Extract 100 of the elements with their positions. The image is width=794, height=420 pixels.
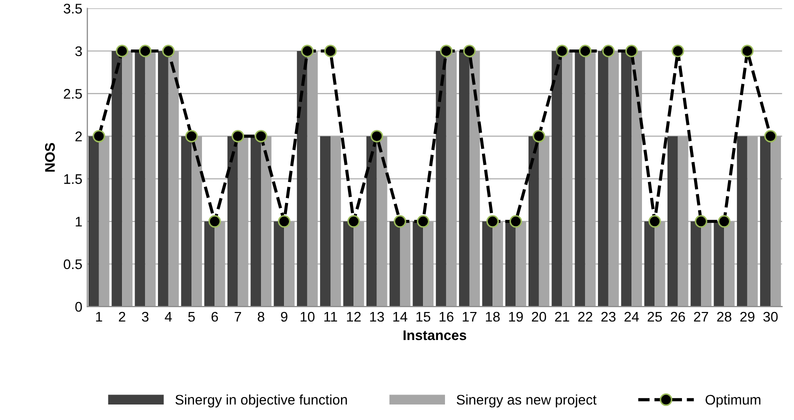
- bar: [274, 221, 284, 307]
- point: [138, 44, 152, 58]
- y-tick-label: 2: [75, 132, 82, 142]
- x-tick-label: 21: [555, 312, 570, 322]
- point: [764, 130, 777, 142]
- point: [648, 215, 661, 228]
- x-tick-label: 17: [462, 312, 476, 322]
- point: [694, 215, 708, 228]
- bar: [343, 221, 354, 307]
- x-tick-label: 13: [370, 312, 384, 322]
- x-tick-label: 12: [346, 312, 361, 322]
- point: [162, 44, 175, 58]
- x-tick-label: 18: [486, 312, 500, 322]
- bar: [436, 51, 446, 307]
- x-tick-label: 9: [280, 312, 288, 322]
- bar: [412, 221, 424, 307]
- x-tick-label: 4: [164, 312, 172, 322]
- point: [254, 130, 268, 142]
- y-tick-label: 3.5: [64, 4, 82, 14]
- bar: [296, 51, 308, 307]
- point: [185, 130, 198, 142]
- x-tick-label: 28: [717, 312, 732, 322]
- x-tick-label: 6: [212, 312, 218, 322]
- point: [578, 44, 592, 58]
- x-tick-label: 30: [763, 312, 778, 322]
- bar: [227, 136, 238, 307]
- bar: [760, 136, 771, 307]
- bar: [181, 136, 192, 307]
- x-tick-label: 29: [740, 312, 754, 322]
- bar: [459, 51, 470, 307]
- point: [92, 130, 106, 142]
- x-tick-label: 8: [258, 312, 264, 322]
- bar: [598, 51, 608, 307]
- bar: [574, 51, 586, 307]
- x-tick-label: 27: [694, 312, 708, 322]
- point: [602, 44, 615, 58]
- bar: [390, 221, 400, 307]
- bar: [112, 51, 122, 307]
- point: [370, 130, 384, 142]
- bar: [204, 221, 215, 307]
- point: [394, 215, 406, 228]
- x-tick-label: 20: [532, 312, 546, 322]
- point: [532, 130, 546, 142]
- bar: [644, 221, 655, 307]
- bar: [621, 51, 632, 307]
- point: [556, 44, 568, 58]
- legend-label: Sinergy in objective function: [175, 394, 347, 408]
- point: [463, 44, 476, 58]
- point: [440, 44, 453, 58]
- bar: [736, 136, 748, 307]
- x-tick-label: 7: [234, 312, 242, 322]
- x-tick-label: 24: [624, 312, 639, 322]
- point: [672, 44, 684, 58]
- bar: [552, 51, 562, 307]
- x-tick-label: 22: [578, 312, 592, 322]
- point: [416, 215, 430, 228]
- x-tick-label: 25: [648, 312, 662, 322]
- x-tick-label: 15: [416, 312, 430, 322]
- x-tick-label: 14: [393, 312, 408, 322]
- legend-label: Sinergy as new project: [456, 394, 596, 408]
- bar: [714, 221, 724, 307]
- point: [208, 215, 221, 228]
- legend-label: Optimum: [706, 394, 760, 408]
- bar: [505, 221, 516, 307]
- point: [486, 215, 499, 228]
- x-tick-label: 10: [300, 312, 315, 322]
- point: [718, 215, 730, 228]
- x-tick-label: 1: [96, 312, 102, 322]
- point: [324, 44, 337, 58]
- bar: [88, 136, 99, 307]
- bar: [482, 221, 493, 307]
- point: [232, 130, 244, 142]
- point: [278, 215, 290, 228]
- x-tick-label: 16: [440, 312, 454, 322]
- x-tick-label: 11: [324, 312, 338, 322]
- x-tick-label: 23: [601, 312, 616, 322]
- y-tick-label: 2.5: [64, 88, 82, 99]
- x-tick-label: 2: [118, 312, 126, 322]
- point: [741, 44, 754, 58]
- point: [510, 215, 522, 228]
- bar: [250, 136, 262, 307]
- point: [625, 44, 638, 58]
- x-axis-title: Instances: [404, 330, 466, 340]
- y-tick-label: 1: [76, 216, 82, 226]
- x-tick-label: 19: [509, 312, 523, 322]
- point: [116, 44, 128, 58]
- point: [347, 215, 360, 228]
- x-tick-label: 5: [188, 312, 195, 322]
- point: [301, 44, 314, 58]
- bar: [134, 51, 146, 307]
- y-tick-label: 0.5: [64, 259, 82, 270]
- y-tick-label: 3: [75, 46, 82, 56]
- bar: [158, 51, 168, 307]
- y-tick-label: 0: [75, 302, 82, 312]
- bar: [528, 136, 539, 307]
- y-axis-title: NOS: [45, 142, 55, 172]
- y-tick-label: 1.5: [64, 174, 82, 184]
- x-tick-label: 26: [670, 312, 685, 322]
- bar: [690, 221, 702, 307]
- bar: [366, 136, 377, 307]
